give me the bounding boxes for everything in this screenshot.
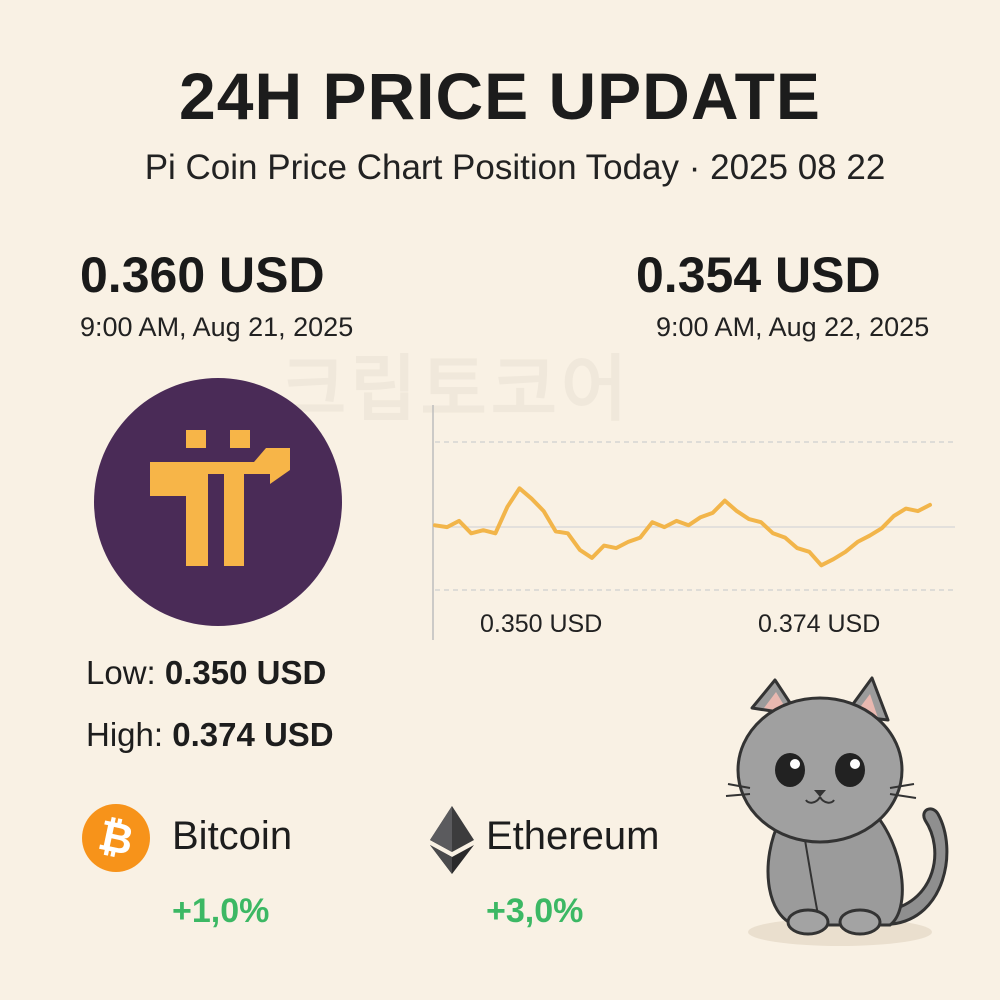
high-label: High:: [86, 716, 164, 753]
bitcoin-change: +1,0%: [172, 892, 270, 930]
bitcoin-name: Bitcoin: [172, 814, 293, 858]
high-value: 0.374 USD: [172, 716, 334, 753]
ethereum-name: Ethereum: [486, 814, 660, 858]
page-title: 24H PRICE UPDATE: [179, 59, 821, 133]
low-price-line: Low: 0.350 USD: [86, 654, 326, 692]
low-label: Low:: [86, 654, 156, 691]
start-price: 0.360 USD: [80, 247, 325, 303]
end-time: 9:00 AM, Aug 22, 2025: [656, 312, 930, 342]
cat-illustration: [725, 676, 949, 946]
chart-low-label: 0.350 USD: [480, 610, 602, 638]
page-subtitle: Pi Coin Price Chart Position Today · 202…: [144, 148, 886, 187]
high-price-line: High: 0.374 USD: [86, 716, 334, 754]
pi-coin-icon: [94, 378, 342, 626]
price-line-chart: 0.350 USD 0.374 USD: [432, 405, 955, 640]
start-time: 9:00 AM, Aug 21, 2025: [80, 312, 354, 342]
ethereum-change: +3,0%: [486, 892, 584, 930]
price-series-line: [433, 486, 932, 568]
low-value: 0.350 USD: [164, 654, 327, 691]
ethereum-icon: [430, 806, 474, 874]
chart-high-label: 0.374 USD: [758, 610, 880, 638]
bitcoin-icon: ₿: [82, 804, 150, 872]
end-price: 0.354 USD: [636, 247, 881, 303]
